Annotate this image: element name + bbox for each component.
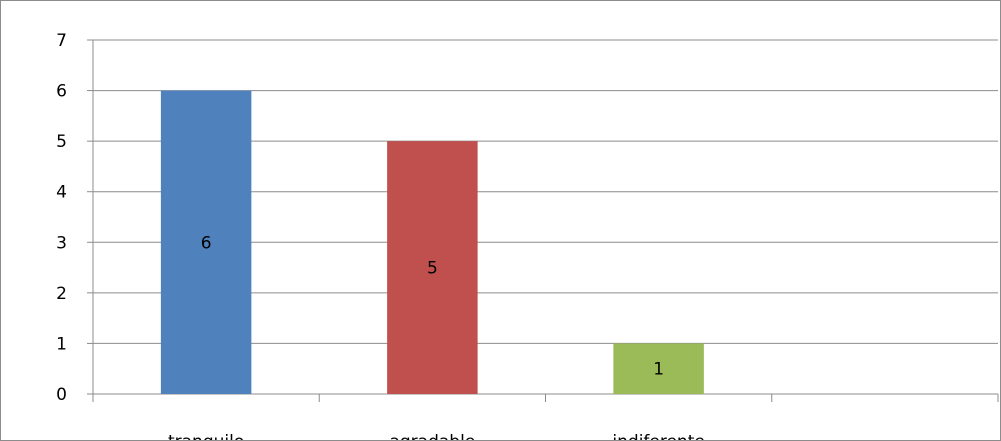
y-tick-label-7: 7: [56, 31, 67, 51]
y-tick-label-3: 3: [56, 233, 67, 253]
x-category-label-indiferente: indiferente: [612, 432, 704, 440]
bars: [160, 90, 704, 395]
bar-indiferente: [613, 343, 704, 394]
y-tick-label-1: 1: [56, 334, 67, 354]
y-tick-label-4: 4: [56, 183, 67, 203]
bar-agradable: [387, 141, 478, 394]
labels: 0 1 2 3 4 5 6 7 6 tranquilo 5 agradable 1 indiferente: [56, 31, 705, 440]
bar-tranquilo: [160, 90, 252, 395]
y-tick-label-0: 0: [56, 385, 67, 405]
x-category-label-agradable: agradable: [389, 432, 475, 440]
y-tick-label-6: 6: [56, 82, 67, 102]
y-tick-label-5: 5: [56, 132, 67, 152]
data-label-agradable: 5: [427, 259, 438, 279]
data-label-indiferente: 1: [653, 360, 664, 380]
x-category-label-tranquilo: tranquilo: [168, 432, 244, 440]
y-tick-label-2: 2: [56, 284, 67, 304]
data-label-tranquilo: 6: [201, 233, 212, 253]
